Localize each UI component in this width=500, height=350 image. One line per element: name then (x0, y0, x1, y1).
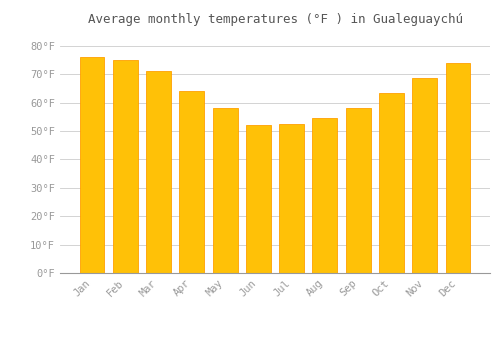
Bar (180, 91, 204, 273)
Bar (279, 124, 304, 273)
Bar (346, 108, 370, 273)
Bar (80, 57, 104, 273)
Bar (412, 78, 437, 273)
Bar (146, 71, 171, 273)
Bar (446, 63, 470, 273)
Bar (246, 125, 271, 273)
Bar (312, 118, 338, 273)
Bar (379, 93, 404, 273)
Title: Average monthly temperatures (°F ) in Gualeguaychú: Average monthly temperatures (°F ) in Gu… (88, 13, 462, 26)
Bar (212, 108, 238, 273)
Bar (113, 60, 138, 273)
